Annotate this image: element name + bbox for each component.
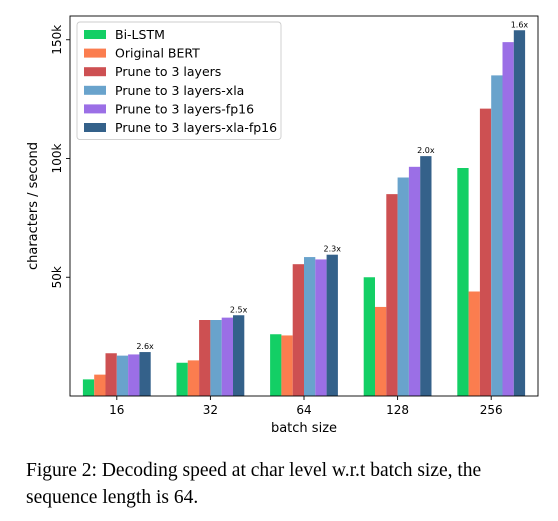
figure-caption: Figure 2: Decoding speed at char level w… <box>26 460 482 508</box>
bar-chart: 2.6x 2.5x 2.3x 2.0x 1.6x 16 32 64 128 256 50k 100… <box>26 15 539 436</box>
bar-prune-to-3-layers-xla-fp16-64 <box>326 254 338 396</box>
y-tick-label-100k: 100k <box>50 144 64 174</box>
bars-layer <box>82 30 526 397</box>
bar-prune-to-3-layers-256 <box>479 108 492 397</box>
bar-original-bert-64 <box>281 335 293 396</box>
bar-bi-lstm-32 <box>176 362 188 396</box>
legend-swatch <box>84 48 106 58</box>
legend-label: Bi-LSTM <box>115 27 165 42</box>
legend-box <box>76 21 282 141</box>
bar-bi-lstm-256 <box>457 168 469 396</box>
bar-prune-to-3-layers-128 <box>386 194 398 397</box>
bar-prune-to-3-layers-fp16-256 <box>502 42 514 397</box>
bar-original-bert-16 <box>94 374 106 397</box>
bar-prune-to-3-layers-fp16-64 <box>315 259 327 396</box>
bar-prune-to-3-layers-xla-fp16-256 <box>513 30 526 396</box>
bar-prune-to-3-layers-32 <box>199 320 211 396</box>
legend-swatch <box>84 85 106 95</box>
speedup-label-128: 2.0x <box>417 146 435 155</box>
bar-bi-lstm-16 <box>82 379 95 397</box>
legend-swatch <box>84 123 106 132</box>
bar-prune-to-3-layers-xla-128 <box>397 177 409 396</box>
bar-original-bert-256 <box>468 291 480 396</box>
bar-original-bert-128 <box>375 306 387 396</box>
legend-label: Prune to 3 layers-xla <box>115 83 244 98</box>
speedup-label-32: 2.5x <box>230 305 248 314</box>
x-ticks: 16 32 64 128 256 <box>109 396 503 417</box>
bar-original-bert-32 <box>187 360 200 397</box>
speedup-label-256: 1.6x <box>511 20 529 29</box>
bar-prune-to-3-layers-fp16-128 <box>408 166 421 396</box>
x-axis-label: batch size <box>271 421 337 436</box>
bar-prune-to-3-layers-64 <box>292 264 304 396</box>
bar-prune-to-3-layers-xla-fp16-128 <box>420 156 432 397</box>
bar-prune-to-3-layers-xla-256 <box>491 75 503 397</box>
bar-prune-to-3-layers-16 <box>105 353 117 396</box>
legend: Bi-LSTM Original BERT Prune to 3 layers Pru… <box>76 21 282 141</box>
speedup-label-16: 2.6x <box>136 342 154 351</box>
annotations-layer: 2.6x 2.5x 2.3x 2.0x 1.6x <box>136 20 528 351</box>
bar-prune-to-3-layers-xla-32 <box>210 320 222 396</box>
bar-prune-to-3-layers-fp16-32 <box>221 317 233 397</box>
x-tick-label-256: 256 <box>480 403 503 417</box>
y-axis-label: characters / second <box>26 142 41 270</box>
bar-prune-to-3-layers-xla-fp16-16 <box>139 352 151 396</box>
bar-bi-lstm-64 <box>270 334 282 396</box>
x-tick-label-64: 64 <box>296 403 311 417</box>
bar-prune-to-3-layers-fp16-16 <box>128 354 140 396</box>
bar-prune-to-3-layers-xla-16 <box>116 355 129 397</box>
bar-bi-lstm-128 <box>363 277 375 396</box>
legend-swatch <box>84 104 106 114</box>
x-tick-label-128: 128 <box>386 403 409 417</box>
y-ticks: 50k 100k 150k <box>50 25 70 288</box>
legend-label: Original BERT <box>115 46 200 61</box>
legend-label: Prune to 3 layers-fp16 <box>115 101 254 116</box>
y-tick-label-50k: 50k <box>50 266 64 288</box>
bar-prune-to-3-layers-xla-64 <box>304 257 316 396</box>
x-tick-label-16: 16 <box>109 403 124 417</box>
x-tick-label-32: 32 <box>203 403 218 417</box>
y-tick-label-150k: 150k <box>50 25 64 55</box>
legend-label: Prune to 3 layers-xla-fp16 <box>115 120 277 135</box>
bar-prune-to-3-layers-xla-fp16-32 <box>233 315 245 396</box>
legend-swatch <box>84 30 106 39</box>
legend-swatch <box>84 67 106 77</box>
speedup-label-64: 2.3x <box>324 245 342 254</box>
legend-label: Prune to 3 layers <box>115 64 221 79</box>
